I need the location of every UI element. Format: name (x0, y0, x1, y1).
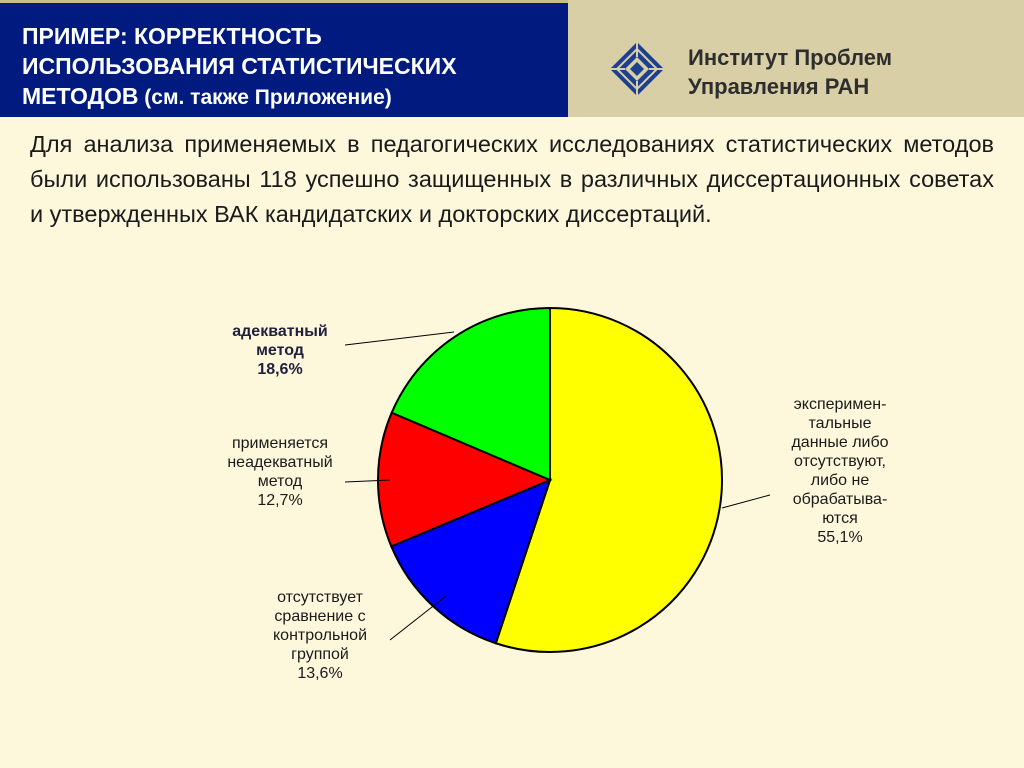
title-line-1: ПРИМЕР: КОРРЕКТНОСТЬ (22, 23, 322, 49)
leader-line-0 (721, 494, 771, 509)
pie-slice-0 (494, 306, 723, 653)
pie-slice-2 (377, 411, 553, 548)
slice-label-3-line-1: метод (256, 342, 304, 359)
slice-label-1-line-2: контрольной (272, 627, 368, 644)
institute-line-1: Институт Проблем (688, 45, 892, 70)
slice-label-1-line-1: сравнение с (274, 608, 366, 625)
title-line-3-main: МЕТОДОВ (22, 83, 139, 109)
slice-label-1: отсутствует сравнение с контрольной группой… (250, 588, 390, 683)
slice-label-2: применяется неадекватный метод 12,7% (205, 434, 355, 510)
header-title-bar: ПРИМЕР: КОРРЕКТНОСТЬ ИСПОЛЬЗОВАНИЯ СТАТИ… (0, 0, 568, 117)
slice-value-1: 13,6% (297, 665, 343, 682)
slice-label-1-line-0: отсутствует (277, 589, 363, 606)
title-subtitle: (см. также Приложение) (138, 86, 392, 109)
slice-label-0-line-5: обрабатыва- (792, 491, 888, 508)
institute-name: Институт Проблем Управления РАН (688, 43, 1018, 101)
slice-label-0-line-2: данные либо (791, 434, 889, 451)
slice-value-3: 18,6% (257, 361, 303, 378)
title-line-2: ИСПОЛЬЗОВАНИЯ СТАТИСТИЧЕСКИХ (22, 53, 457, 79)
page-title: ПРИМЕР: КОРРЕКТНОСТЬ ИСПОЛЬЗОВАНИЯ СТАТИ… (22, 21, 562, 113)
institute-line-2: Управления РАН (688, 74, 870, 99)
title-line-3: МЕТОДОВ (см. также Приложение) (22, 81, 562, 113)
slice-value-2: 12,7% (257, 492, 303, 509)
slice-label-0-line-6: ются (822, 510, 858, 527)
slice-label-0-line-1: тальные (808, 415, 872, 432)
pie-slice-3 (390, 306, 551, 482)
slice-label-3: адекватный метод 18,6% (210, 322, 350, 379)
slice-label-1-line-3: группой (291, 646, 349, 663)
slice-label-2-line-1: неадекватный (227, 454, 333, 471)
slice-label-0-line-0: эксперимен- (793, 396, 887, 413)
slice-label-0-line-4: либо не (810, 472, 870, 489)
slice-label-2-line-0: применяется (231, 435, 329, 452)
slice-label-0-line-3: отсутствуют, (794, 453, 886, 470)
slice-label-2-line-2: метод (257, 473, 303, 490)
leader-line-2 (344, 479, 391, 483)
leader-line-3 (344, 331, 455, 346)
slice-label-3-line-0: адекватный (232, 323, 328, 340)
leader-line-1 (389, 595, 447, 641)
intro-paragraph: Для анализа применяемых в педагогических… (30, 131, 994, 227)
slice-value-0: 55,1% (817, 529, 863, 546)
institute-banner: Институт Проблем Управления РАН (568, 0, 1024, 117)
ipu-ran-logo-icon (610, 42, 664, 96)
slice-label-0: эксперимен-тальные данные либо отсутствуют… (770, 395, 910, 547)
